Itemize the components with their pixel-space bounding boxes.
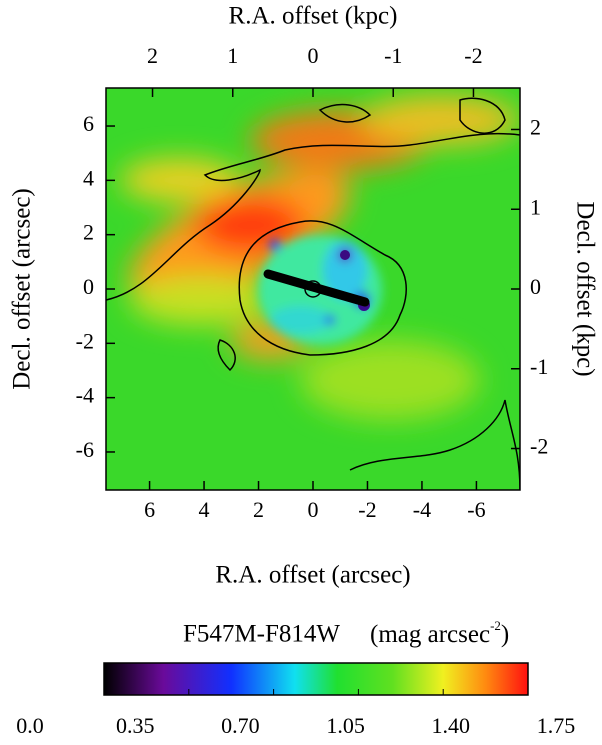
units-suffix: ) xyxy=(501,621,509,648)
x-axis-label: R.A. offset (arcsec) xyxy=(215,562,410,589)
y2-axis-label: Decl. offset (kpc) xyxy=(571,201,598,376)
y2-tick-label: 2 xyxy=(530,115,541,140)
x-tick-label: -2 xyxy=(358,497,376,522)
units-prefix: (mag arcsec xyxy=(370,621,490,648)
y-tick-label: -4 xyxy=(76,383,94,408)
y-tick-label: -6 xyxy=(76,437,94,462)
x-tick-label: -4 xyxy=(413,497,431,522)
y2-tick-label: -1 xyxy=(530,354,548,379)
x-tick-label: 2 xyxy=(253,497,264,522)
x2-tick-label: 0 xyxy=(308,43,319,68)
colorbar-units: (mag arcsec-2) xyxy=(370,618,509,648)
x-tick-label: 6 xyxy=(144,497,155,522)
y-axis-label: Decl. offset (arcsec) xyxy=(9,188,36,390)
y-tick-label: -2 xyxy=(76,328,94,353)
y2-tick-label: 0 xyxy=(530,274,541,299)
units-exponent: -2 xyxy=(490,618,501,633)
x2-tick-label: 2 xyxy=(147,43,158,68)
colorbar-tick-label: 1.05 xyxy=(326,713,365,738)
colorbar-tick-label: 0.70 xyxy=(221,713,260,738)
y2-tick-label: 1 xyxy=(530,194,541,219)
x2-tick-label: 1 xyxy=(227,43,238,68)
colorbar-tick-label: 0.0 xyxy=(16,713,44,738)
colorbar-tick-label: 0.35 xyxy=(116,713,155,738)
colorbar xyxy=(103,662,529,696)
colorbar-tick-label: 1.40 xyxy=(432,713,471,738)
x2-axis-label: R.A. offset (kpc) xyxy=(229,3,398,30)
colorbar-tick-label: 1.75 xyxy=(537,713,576,738)
x-tick-label: 4 xyxy=(199,497,210,522)
x-tick-label: 0 xyxy=(308,497,319,522)
y-tick-label: 6 xyxy=(83,111,94,136)
x2-tick-label: -2 xyxy=(464,43,482,68)
color-map xyxy=(106,88,520,490)
y-tick-label: 0 xyxy=(83,274,94,299)
y-tick-label: 2 xyxy=(83,220,94,245)
y-tick-label: 4 xyxy=(83,165,94,190)
x-tick-label: -6 xyxy=(467,497,485,522)
x2-tick-label: -1 xyxy=(384,43,402,68)
colorbar-label: F547M-F814W xyxy=(183,621,340,648)
y2-tick-label: -2 xyxy=(530,434,548,459)
